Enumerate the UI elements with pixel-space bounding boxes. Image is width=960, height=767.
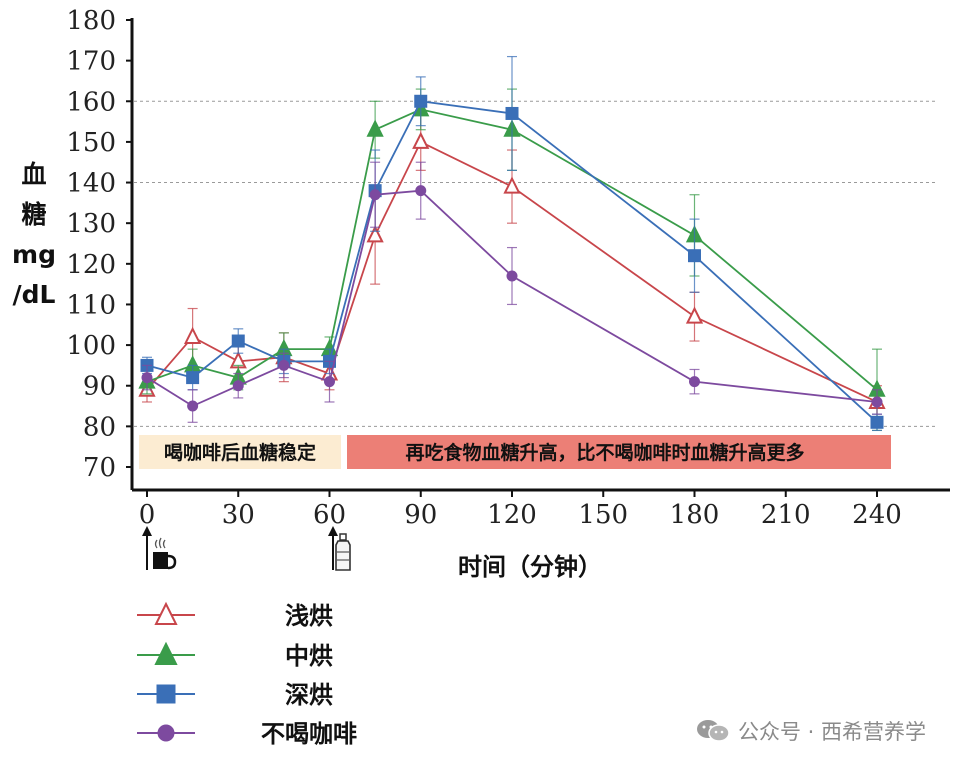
x-tick-label-30: 30 — [222, 500, 255, 530]
y-tick-label-180: 180 — [66, 6, 116, 36]
point-no-coffee-90 — [415, 185, 427, 197]
watermark-text: 公众号 · 西希营养学 — [737, 720, 926, 744]
watermark: 公众号 · 西希营养学 — [696, 716, 926, 746]
x-tick-label-180: 180 — [670, 500, 720, 530]
axes — [130, 18, 950, 492]
point-no-coffee-75 — [369, 189, 381, 201]
y-tick-label-80: 80 — [83, 412, 116, 442]
series-no-coffee — [141, 161, 883, 423]
annotation-rise-text: 再吃食物血糖升高，比不喝咖啡时血糖升高更多 — [405, 441, 804, 464]
series-line-light-roast — [146, 140, 878, 403]
y-tick-label-160: 160 — [66, 87, 116, 117]
y-axis-label-line-0: 血 — [21, 160, 46, 189]
x-tick-label-90: 90 — [404, 500, 437, 530]
food-event-marker — [328, 526, 351, 571]
legend-item-dark-roast: 深烘 — [137, 681, 333, 709]
series-line-no-coffee — [146, 189, 878, 408]
x-tick-label-150: 150 — [578, 500, 628, 530]
series-layer — [138, 55, 886, 432]
y-axis-label: 血糖 mg/dL — [12, 160, 56, 309]
y-tick-label-90: 90 — [83, 372, 116, 402]
point-light-roast-75 — [366, 225, 384, 243]
wechat-icon — [696, 719, 730, 743]
point-light-roast-180 — [685, 306, 704, 324]
point-dark-roast-30 — [231, 334, 245, 348]
point-no-coffee-180 — [689, 376, 700, 388]
x-tick-label-240: 240 — [852, 500, 902, 530]
legend-label-medium-roast: 中烘 — [285, 642, 333, 670]
point-dark-roast-180 — [688, 249, 701, 263]
series-dark-roast — [140, 55, 884, 432]
y-axis-label-line-2: mg — [12, 240, 56, 269]
x-tick-label-60: 60 — [313, 500, 346, 530]
y-tick-label-170: 170 — [66, 47, 116, 77]
point-dark-roast-90 — [414, 94, 428, 108]
point-no-coffee-15 — [187, 400, 199, 412]
legend-label-no-coffee: 不喝咖啡 — [261, 720, 357, 748]
bottle-icon — [335, 533, 351, 571]
point-light-roast-120 — [503, 176, 521, 194]
point-dark-roast-120 — [505, 106, 519, 120]
x-tick-label-210: 210 — [761, 500, 811, 530]
annotation-stable-bg — [139, 435, 341, 469]
y-tick-label-150: 150 — [66, 128, 116, 158]
y-tick-label-110: 110 — [66, 290, 116, 320]
coffee-cup-icon — [153, 537, 177, 570]
legend-label-light-roast: 浅烘 — [285, 602, 333, 630]
y-axis-label-line-1: 糖 — [21, 200, 46, 229]
y-tick-label-100: 100 — [66, 331, 116, 361]
legend-marker-medium-roast — [154, 641, 178, 665]
food-arrow-head — [328, 526, 338, 536]
point-no-coffee-30 — [232, 380, 244, 392]
legend-label-dark-roast: 深烘 — [285, 681, 333, 709]
point-light-roast-15 — [184, 326, 202, 344]
annotation-stable-text: 喝咖啡后血糖稳定 — [164, 441, 316, 464]
series-line-dark-roast — [146, 100, 878, 423]
legend-marker-dark-roast — [156, 684, 176, 704]
legend-marker-light-roast — [154, 601, 178, 625]
annotation-stable: 喝咖啡后血糖稳定 — [139, 435, 341, 469]
x-tick-label-0: 0 — [139, 500, 156, 530]
coffee-event-marker — [142, 526, 177, 570]
point-no-coffee-45 — [278, 359, 290, 371]
y-tick-label-140: 140 — [66, 169, 116, 199]
legend-marker-no-coffee — [157, 724, 175, 742]
point-no-coffee-240 — [871, 396, 883, 408]
point-light-roast-90 — [412, 131, 430, 149]
annotation-rise: 再吃食物血糖升高，比不喝咖啡时血糖升高更多 — [347, 435, 891, 469]
legend-item-no-coffee: 不喝咖啡 — [137, 720, 357, 748]
reference-lines — [134, 100, 935, 427]
x-axis-label: 时间（分钟） — [458, 553, 602, 581]
x-tick-label-120: 120 — [487, 500, 537, 530]
point-no-coffee-0 — [141, 372, 153, 384]
y-tick-label-120: 120 — [66, 250, 116, 280]
y-axis-label-line-3: /dL — [13, 280, 56, 309]
y-ticks: 70 80 90 100 110 120 130 140 150 160 170 180 — [66, 6, 132, 483]
annotation-rise-bg — [347, 435, 891, 469]
point-no-coffee-120 — [506, 270, 518, 282]
y-tick-label-130: 130 — [66, 209, 116, 239]
point-no-coffee-60 — [324, 376, 335, 388]
point-medium-roast-75 — [366, 119, 384, 137]
y-tick-label-70: 70 — [83, 453, 116, 483]
legend-item-light-roast: 浅烘 — [137, 601, 333, 630]
point-dark-roast-15 — [186, 371, 200, 385]
series-line-medium-roast — [146, 108, 878, 391]
legend-item-medium-roast: 中烘 — [137, 641, 333, 670]
coffee-arrow-head — [142, 526, 152, 536]
x-ticks: 0 30 60 90 120 150 180 210 240 — [139, 490, 902, 530]
point-dark-roast-240 — [870, 415, 884, 429]
